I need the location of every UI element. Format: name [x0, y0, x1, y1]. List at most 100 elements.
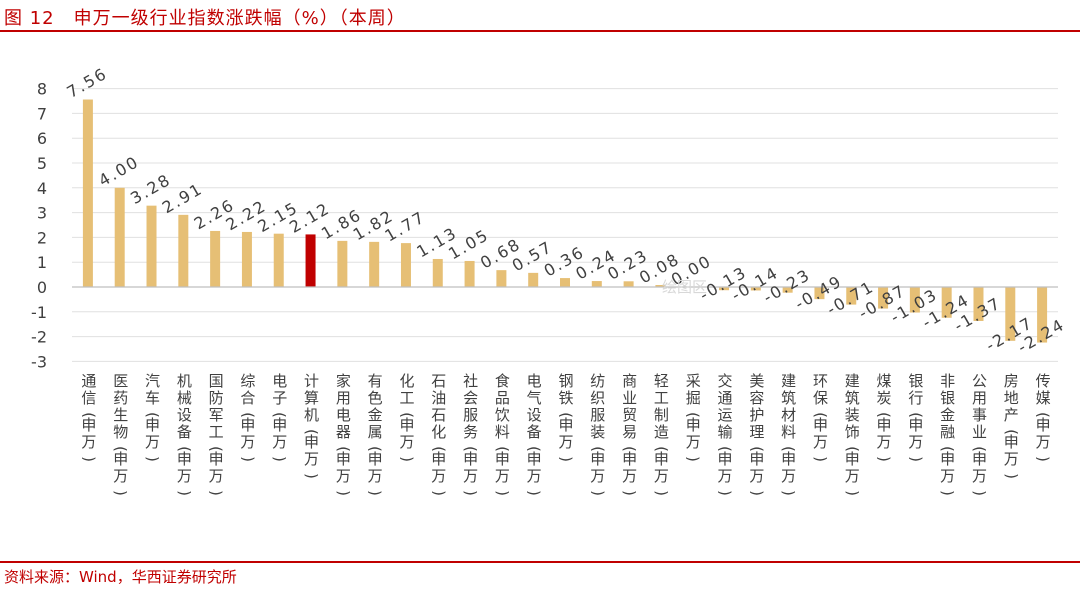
category-label-char: )	[175, 490, 193, 496]
category-label-char: (	[684, 412, 702, 418]
category-label-char: 保	[813, 389, 828, 407]
category-label-char: 军	[209, 406, 224, 424]
category-label-char: 输	[718, 423, 733, 441]
category-label-char: 色	[368, 389, 383, 407]
bar	[369, 241, 380, 287]
category-label-char: 务	[463, 423, 478, 441]
category-label-char: 通	[81, 372, 96, 390]
category-label-char: (	[843, 446, 861, 452]
category-label-char: )	[621, 490, 639, 496]
category-label-char: 炭	[877, 389, 892, 407]
category-label-char: 掘	[686, 389, 701, 407]
category-label-char: (	[239, 412, 257, 418]
category-label-char: )	[1034, 456, 1052, 462]
category-label-char: 万	[654, 467, 669, 485]
y-tick-label: -2	[31, 328, 47, 347]
bar	[973, 287, 984, 321]
category-label-char: 申	[304, 433, 319, 451]
category-label-char: 社	[463, 372, 478, 390]
category-label-char: 银	[940, 389, 955, 407]
category-label-char: 万	[527, 467, 542, 485]
bar	[909, 287, 920, 313]
bar	[623, 281, 634, 287]
category-label-char: 器	[336, 423, 351, 441]
category-label-char: 械	[177, 389, 192, 407]
category-label-char: 申	[845, 450, 860, 468]
category-label-char: 电	[527, 372, 542, 390]
category-label-char: (	[557, 412, 575, 418]
category-label-char: 申	[558, 416, 573, 434]
category-label-char: 石	[431, 372, 446, 390]
bar	[1005, 287, 1016, 341]
bar	[146, 205, 157, 287]
category-label-char: (	[334, 446, 352, 452]
data-label: 4.00	[95, 152, 142, 190]
bar	[496, 270, 507, 287]
category-label-char: )	[207, 490, 225, 496]
category-label-char: 万	[463, 467, 478, 485]
category-label-char: 环	[813, 372, 828, 390]
category-label-char: 万	[718, 467, 733, 485]
category-label-char: 材	[781, 406, 796, 424]
category-label-char: 万	[1036, 433, 1051, 451]
category-label-char: )	[271, 456, 289, 462]
category-label-char: 综	[240, 372, 255, 390]
category-label-char: )	[780, 490, 798, 496]
category-label-char: (	[303, 429, 321, 435]
category-label-char: 容	[749, 389, 764, 407]
category-label-char: 算	[304, 389, 319, 407]
bar	[814, 287, 825, 300]
category-label-char: 申	[908, 416, 923, 434]
category-label-char: )	[398, 456, 416, 462]
category-label-char: 家	[336, 372, 351, 390]
category-label-char: )	[525, 490, 543, 496]
bar	[114, 187, 125, 287]
category-label-char: 申	[1004, 433, 1019, 451]
category-label-char: 电	[272, 372, 287, 390]
category-label-char: 防	[209, 389, 224, 407]
category-label-char: (	[1002, 429, 1020, 435]
category-label-char: 万	[590, 467, 605, 485]
category-label-char: 轻	[654, 372, 669, 390]
footer-rule	[0, 561, 1080, 563]
category-label-char: 申	[399, 416, 414, 434]
category-label-char: )	[239, 456, 257, 462]
category-label-char: 理	[749, 423, 764, 441]
category-label-char: )	[716, 490, 734, 496]
category-label-char: )	[652, 490, 670, 496]
category-label-char: 银	[908, 372, 923, 390]
category-label-char: (	[939, 446, 957, 452]
category-label-char: )	[303, 473, 321, 479]
category-label-char: 万	[209, 467, 224, 485]
category-label-char: (	[112, 446, 130, 452]
category-label-char: 食	[495, 372, 510, 390]
category-label-char: )	[684, 456, 702, 462]
category-label-char: 事	[972, 406, 987, 424]
category-label-char: 申	[654, 450, 669, 468]
category-label-char: (	[398, 412, 416, 418]
category-label-char: 产	[1004, 406, 1019, 424]
category-label-char: 电	[336, 406, 351, 424]
category-label-char: (	[462, 446, 480, 452]
bar	[878, 287, 889, 309]
category-label-char: 申	[272, 416, 287, 434]
category-label-char: (	[366, 446, 384, 452]
category-label-char: 运	[718, 406, 733, 424]
category-label-char: (	[144, 412, 162, 418]
category-label-char: 饰	[845, 423, 860, 441]
category-label-char: 子	[272, 389, 287, 407]
category-label-char: (	[811, 412, 829, 418]
bar	[305, 234, 316, 287]
category-label-char: 万	[972, 467, 987, 485]
category-label-char: 万	[781, 467, 796, 485]
category-label-char: 万	[877, 433, 892, 451]
category-label-char: 万	[845, 467, 860, 485]
category-label-char: 金	[940, 406, 955, 424]
category-label-char: (	[1034, 412, 1052, 418]
bar	[1037, 287, 1048, 343]
category-label-char: 饮	[495, 406, 510, 424]
bar	[82, 99, 93, 288]
category-label-char: (	[430, 446, 448, 452]
category-label-char: 设	[527, 406, 542, 424]
category-label-char: )	[557, 456, 575, 462]
